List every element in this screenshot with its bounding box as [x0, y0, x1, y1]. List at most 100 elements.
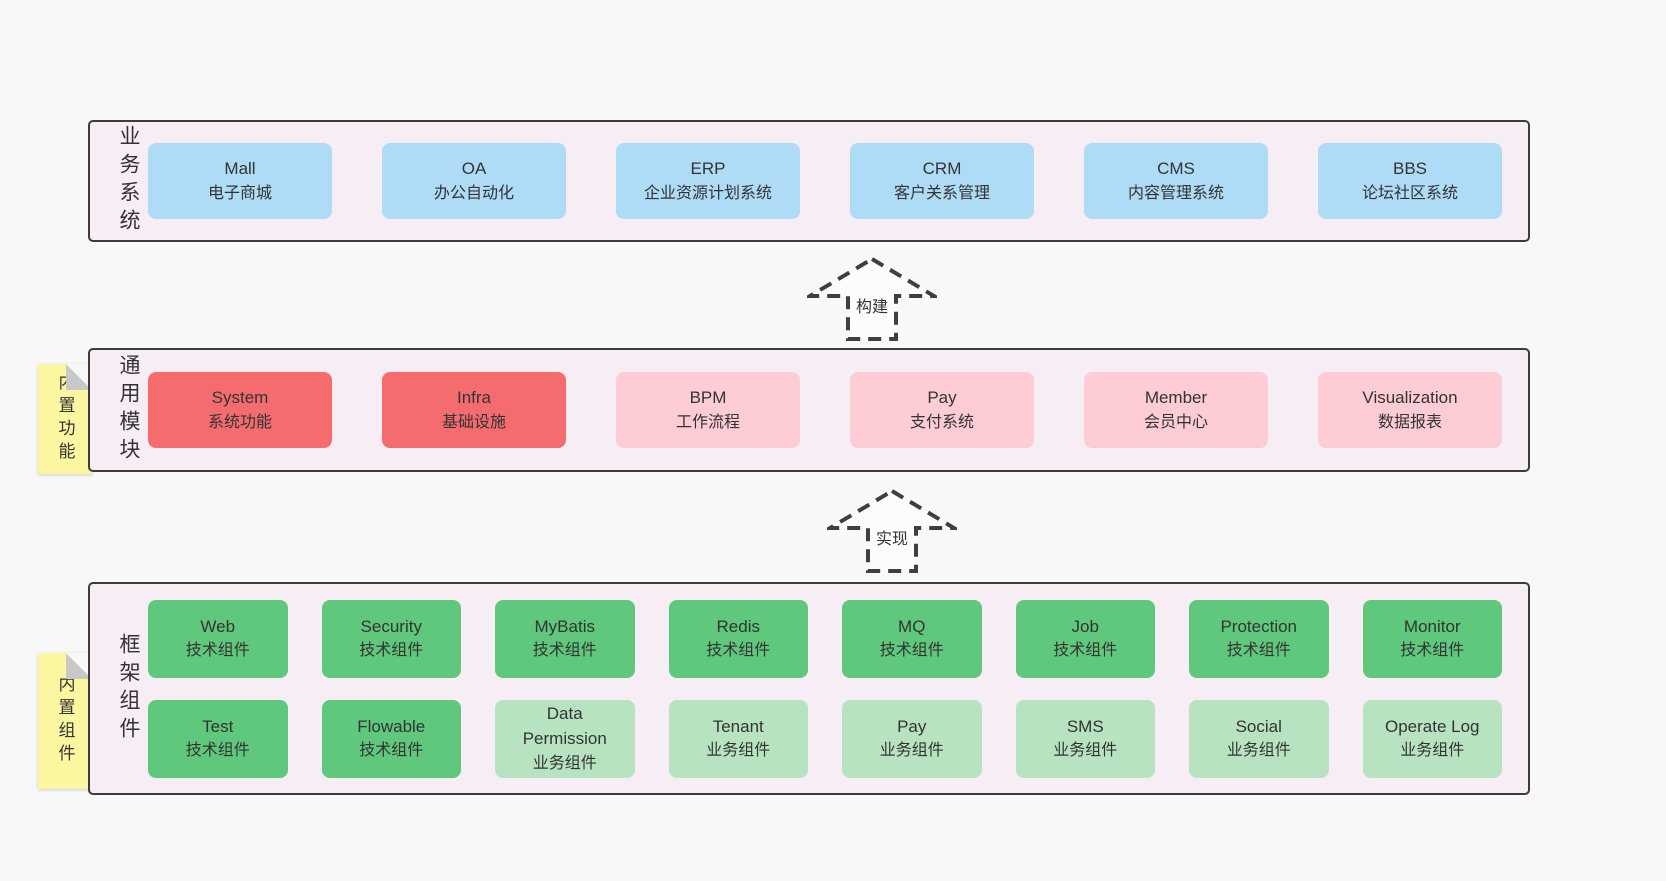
- note-built-in-components-label: 内置组件: [55, 675, 75, 767]
- box-member-desc: 会员中心: [1143, 413, 1208, 431]
- box-system: System 系统功能: [148, 372, 332, 448]
- band-framework-components-label: 框架组件: [117, 632, 140, 745]
- build-arrow-icon: [807, 256, 937, 341]
- box-tenant-desc: 业务组件: [706, 742, 771, 760]
- box-mq-name: MQ: [898, 616, 926, 636]
- framework-row-1: Web 技术组件 Security 技术组件 MyBatis 技术组件 Redi…: [148, 599, 1502, 678]
- box-job: Job 技术组件: [1015, 599, 1155, 678]
- box-visualization-desc: 数据报表: [1377, 413, 1442, 431]
- box-web: Web 技术组件: [148, 599, 288, 678]
- box-protection-name: Protection: [1220, 616, 1298, 636]
- box-protection: Protection 技术组件: [1189, 599, 1329, 678]
- box-mall-name: Mall: [224, 159, 256, 179]
- box-operate-log-name: Operate Log: [1384, 716, 1480, 736]
- implement-arrow-icon: [827, 488, 957, 573]
- box-crm-desc: 客户关系管理: [893, 184, 990, 202]
- box-pay-desc: 支付系统: [909, 413, 974, 431]
- box-bbs-desc: 论坛社区系统: [1361, 184, 1458, 202]
- box-mall: Mall 电子商城: [148, 143, 332, 219]
- box-bbs-name: BBS: [1392, 159, 1428, 179]
- box-social: Social 业务组件: [1189, 699, 1329, 778]
- box-pay-biz-name: Pay: [897, 716, 927, 736]
- box-oa: OA 办公自动化: [382, 143, 566, 219]
- box-redis-name: Redis: [716, 616, 760, 636]
- box-monitor: Monitor 技术组件: [1362, 599, 1502, 678]
- note-fold-cut: [66, 653, 92, 679]
- box-sms-desc: 业务组件: [1053, 742, 1118, 760]
- box-crm-name: CRM: [922, 159, 962, 179]
- box-data-permission-desc: 业务组件: [532, 754, 597, 772]
- band-business-systems-label: 业务系统: [117, 125, 140, 237]
- box-visualization-name: Visualization: [1362, 388, 1458, 408]
- box-security-name: Security: [360, 616, 422, 636]
- box-data-permission-name: Data Permission: [522, 704, 607, 748]
- box-erp-desc: 企业资源计划系统: [643, 184, 772, 202]
- box-protection-desc: 技术组件: [1226, 642, 1291, 660]
- box-job-desc: 技术组件: [1053, 642, 1118, 660]
- box-member: Member 会员中心: [1084, 372, 1268, 448]
- implement-arrow-label: 实现: [875, 531, 908, 549]
- box-redis-desc: 技术组件: [706, 642, 771, 660]
- box-web-name: Web: [200, 616, 236, 636]
- common-modules-boxes: System 系统功能 Infra 基础设施 BPM 工作流程 Pay 支付系统…: [148, 372, 1502, 448]
- band-common-modules: 通用模块 System 系统功能 Infra 基础设施 BPM 工作流程 Pay…: [88, 348, 1530, 472]
- box-test-name: Test: [202, 716, 234, 736]
- box-pay-biz: Pay 业务组件: [842, 699, 982, 778]
- box-erp: ERP 企业资源计划系统: [616, 143, 800, 219]
- note-built-in-features-label: 内置功能: [55, 373, 75, 465]
- framework-components-rows: Web 技术组件 Security 技术组件 MyBatis 技术组件 Redi…: [148, 599, 1502, 778]
- box-oa-desc: 办公自动化: [433, 184, 514, 202]
- box-infra: Infra 基础设施: [382, 372, 566, 448]
- band-business-systems: 业务系统 Mall 电子商城 OA 办公自动化 ERP 企业资源计划系统 CRM…: [88, 120, 1530, 242]
- box-mybatis-desc: 技术组件: [532, 642, 597, 660]
- box-tenant: Tenant 业务组件: [668, 699, 808, 778]
- box-bpm: BPM 工作流程: [616, 372, 800, 448]
- implement-arrow: 实现: [827, 488, 957, 574]
- box-member-name: Member: [1144, 388, 1208, 408]
- box-security-desc: 技术组件: [359, 642, 424, 660]
- box-infra-name: Infra: [456, 388, 492, 408]
- box-flowable-desc: 技术组件: [359, 742, 424, 760]
- box-web-desc: 技术组件: [185, 642, 250, 660]
- box-monitor-desc: 技术组件: [1400, 642, 1465, 660]
- box-job-name: Job: [1071, 616, 1099, 636]
- box-mall-desc: 电子商城: [207, 184, 272, 202]
- box-redis: Redis 技术组件: [668, 599, 808, 678]
- box-social-desc: 业务组件: [1226, 742, 1291, 760]
- box-security: Security 技术组件: [321, 599, 461, 678]
- box-data-permission: Data Permission 业务组件: [495, 699, 635, 778]
- box-sms: SMS 业务组件: [1015, 699, 1155, 778]
- note-fold-cut: [66, 364, 92, 390]
- box-infra-desc: 基础设施: [441, 413, 506, 431]
- box-sms-name: SMS: [1066, 716, 1104, 736]
- box-bbs: BBS 论坛社区系统: [1318, 143, 1502, 219]
- box-visualization: Visualization 数据报表: [1318, 372, 1502, 448]
- box-mq: MQ 技术组件: [842, 599, 982, 678]
- box-bpm-name: BPM: [689, 388, 727, 408]
- box-crm: CRM 客户关系管理: [850, 143, 1034, 219]
- box-cms: CMS 内容管理系统: [1084, 143, 1268, 219]
- framework-row-2: Test 技术组件 Flowable 技术组件 Data Permission …: [148, 699, 1502, 778]
- box-social-name: Social: [1235, 716, 1282, 736]
- box-mybatis-name: MyBatis: [534, 616, 595, 636]
- box-cms-name: CMS: [1157, 159, 1195, 179]
- box-flowable-name: Flowable: [357, 716, 426, 736]
- note-built-in-features: 内置功能: [38, 364, 92, 474]
- band-framework-components: 框架组件 Web 技术组件 Security 技术组件 MyBatis 技术组件…: [88, 582, 1530, 795]
- box-oa-name: OA: [461, 159, 487, 179]
- box-pay: Pay 支付系统: [850, 372, 1034, 448]
- box-operate-log-desc: 业务组件: [1400, 742, 1465, 760]
- box-pay-biz-desc: 业务组件: [879, 742, 944, 760]
- box-bpm-desc: 工作流程: [675, 413, 740, 431]
- build-arrow: 构建: [807, 256, 937, 342]
- box-test-desc: 技术组件: [185, 742, 250, 760]
- box-cms-desc: 内容管理系统: [1127, 184, 1224, 202]
- box-monitor-name: Monitor: [1403, 616, 1461, 636]
- box-mybatis: MyBatis 技术组件: [495, 599, 635, 678]
- box-system-desc: 系统功能: [207, 413, 272, 431]
- box-flowable: Flowable 技术组件: [321, 699, 461, 778]
- box-tenant-name: Tenant: [712, 716, 764, 736]
- box-system-name: System: [211, 388, 269, 408]
- business-systems-boxes: Mall 电子商城 OA 办公自动化 ERP 企业资源计划系统 CRM 客户关系…: [148, 143, 1502, 219]
